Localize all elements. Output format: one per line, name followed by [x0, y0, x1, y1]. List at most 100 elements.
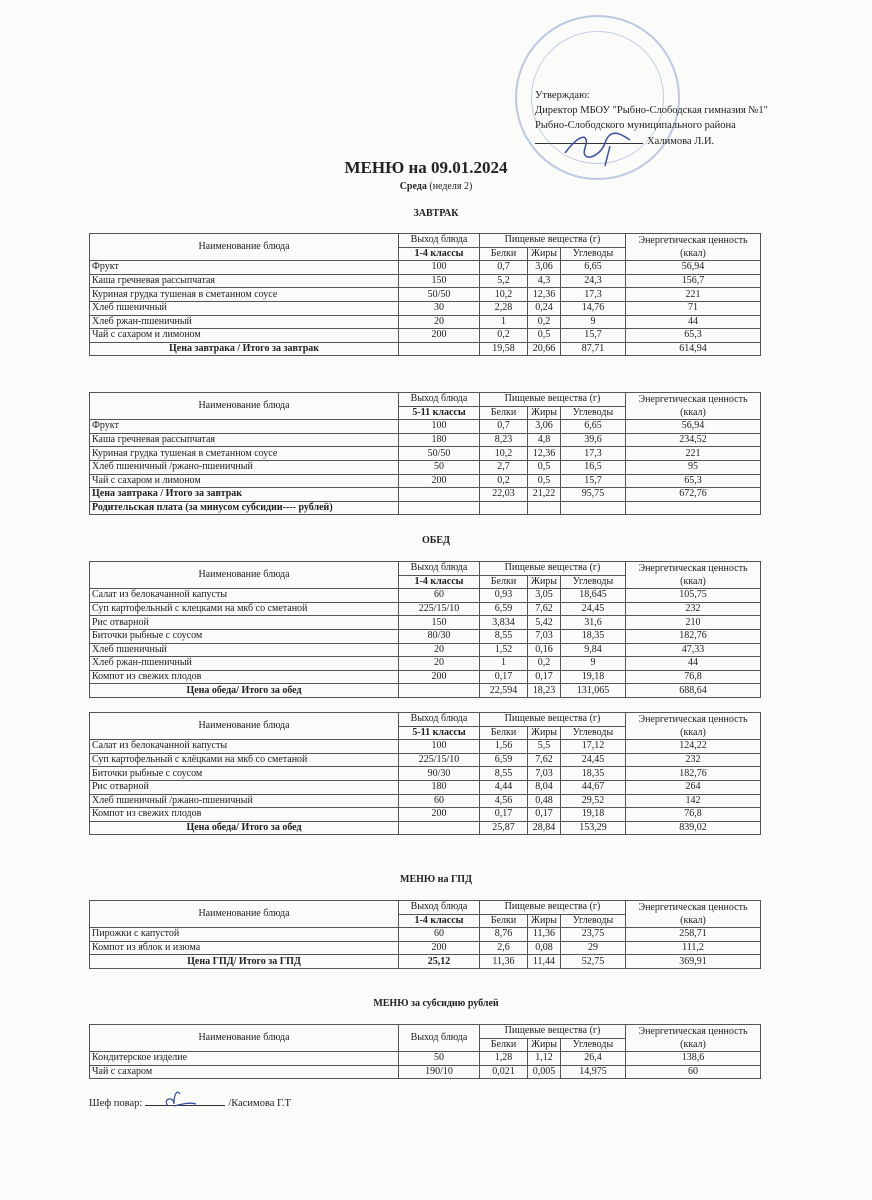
- cell-yield: 50/50: [398, 446, 480, 461]
- table-row: Хлеб пшеничный /ржано-пшеничный 50 2,7 0,5 1…: [89, 459, 761, 475]
- cell-energy: 111,2: [625, 940, 761, 956]
- table-row: Суп картофельный с клёцками на мкб со см…: [89, 752, 761, 768]
- cell-name: Хлеб пшеничный /ржано-пшеничный: [89, 459, 399, 475]
- header-protein: Белки: [479, 405, 528, 421]
- parent-fee-energy: [625, 500, 761, 516]
- header-class-group: 5-11 классы: [398, 725, 480, 741]
- total-protein: 11,36: [479, 954, 528, 969]
- cell-fat: 5,5: [527, 739, 561, 754]
- parent-fee-name: Родительская плата (за минусом субсидии-…: [89, 500, 399, 516]
- total-name: Цена обеда/ Итого за обед: [89, 820, 399, 836]
- table-row: Каша гречневая рассыпчатая 180 8,23 4,8 39,6…: [89, 432, 761, 448]
- chef-name: /Касимова Г.Т: [228, 1098, 291, 1109]
- cell-fat: 0,5: [527, 473, 561, 489]
- cell-name: Компот из яблок и изюма: [89, 940, 399, 956]
- cell-carbs: 9: [560, 656, 626, 671]
- cell-yield: 100: [398, 419, 480, 434]
- cell-carbs: 18,35: [560, 628, 626, 644]
- cell-energy: 65,3: [625, 473, 761, 489]
- cell-energy: 232: [625, 601, 761, 617]
- header-fat: Жиры: [527, 725, 561, 741]
- header-yield: Выход блюда: [398, 712, 480, 727]
- cell-name: Чай с сахаром и лимоном: [89, 328, 399, 343]
- total-row: Цена ГПД/ Итого за ГПД 25,12 11,36 11,44 52,…: [89, 954, 761, 969]
- cell-protein: 6,59: [479, 752, 528, 768]
- cell-energy: 138,6: [625, 1051, 761, 1066]
- cell-name: Фрукт: [89, 260, 399, 275]
- cell-energy: 232: [625, 752, 761, 768]
- header-yield: Выход блюда: [398, 561, 480, 576]
- cell-protein: 0,93: [479, 588, 528, 603]
- cell-energy: 264: [625, 779, 761, 795]
- cell-protein: 1,52: [479, 642, 528, 658]
- cell-carbs: 19,18: [560, 807, 626, 822]
- cell-carbs: 18,645: [560, 588, 626, 603]
- header-yield: Выход блюда: [398, 1023, 480, 1053]
- table-row: Каша гречневая рассыпчатая 150 5,2 4,3 24,3 1…: [89, 273, 761, 289]
- header-energy: Энергетическая ценность (ккал): [625, 391, 761, 421]
- table-row: Компот из свежих плодов 200 0,17 0,17 19,18 7…: [89, 669, 761, 685]
- table-row: Суп картофельный с клецками на мкб со см…: [89, 601, 761, 617]
- cell-yield: 20: [398, 656, 480, 671]
- cell-fat: 7,03: [527, 766, 561, 781]
- cell-yield: 200: [398, 669, 480, 685]
- header-nutrients: Пищевые вещества (г): [479, 561, 626, 576]
- table-row: Рис отварной 150 3,834 5,42 31,6 210: [89, 615, 761, 630]
- cell-energy: 156,7: [625, 273, 761, 289]
- cell-yield: 20: [398, 314, 480, 330]
- header-fat: Жиры: [527, 574, 561, 590]
- total-energy: 688,64: [625, 683, 761, 698]
- cell-energy: 44: [625, 656, 761, 671]
- cell-carbs: 18,35: [560, 766, 626, 781]
- total-protein: 25,87: [479, 820, 528, 836]
- cell-carbs: 16,5: [560, 459, 626, 475]
- cell-name: Чай с сахаром: [89, 1064, 399, 1080]
- header-protein: Белки: [479, 725, 528, 741]
- cell-energy: 142: [625, 793, 761, 809]
- total-protein: 19,58: [479, 341, 528, 357]
- table-row: Биточки рыбные с соусом 90/30 8,55 7,03 18,3…: [89, 766, 761, 781]
- cell-yield: 30: [398, 300, 480, 316]
- table-row: Чай с сахаром и лимоном 200 0,2 0,5 15,7 65,3: [89, 473, 761, 489]
- header-protein: Белки: [479, 913, 528, 929]
- header-dish-name: Наименование блюда: [89, 1023, 399, 1053]
- cell-yield: 200: [398, 807, 480, 822]
- cell-fat: 0,08: [527, 940, 561, 956]
- cell-yield: 200: [398, 328, 480, 343]
- cell-fat: 12,36: [527, 446, 561, 461]
- cell-fat: 5,42: [527, 615, 561, 630]
- table-row: Салат из белокачанной капусты 60 0,93 3,05 1…: [89, 588, 761, 603]
- official-stamp: [515, 15, 680, 180]
- section-breakfast: ЗАВТРАК: [413, 208, 459, 219]
- cell-yield: 225/15/10: [398, 752, 480, 768]
- cell-yield: 225/15/10: [398, 601, 480, 617]
- cell-carbs: 24,45: [560, 752, 626, 768]
- cell-yield: 80/30: [398, 628, 480, 644]
- cell-yield: 150: [398, 615, 480, 630]
- cell-protein: 1,28: [479, 1051, 528, 1066]
- total-fat: 20,66: [527, 341, 561, 357]
- chef-signature-line: [145, 1095, 226, 1106]
- header-carbs: Углеводы: [560, 574, 626, 590]
- approval-heading: Утверждаю:: [535, 90, 590, 101]
- cell-carbs: 15,7: [560, 328, 626, 343]
- cell-yield: 20: [398, 642, 480, 658]
- cell-protein: 4,44: [479, 779, 528, 795]
- header-dish-name: Наименование блюда: [89, 560, 399, 590]
- header-dish-name: Наименование блюда: [89, 391, 399, 421]
- cell-yield: 60: [398, 793, 480, 809]
- approval-block: Утверждаю: Директор МБОУ "Рыбно-Слободск…: [535, 88, 768, 149]
- cell-fat: 0,24: [527, 300, 561, 316]
- week-number: (неделя 2): [429, 181, 473, 192]
- cell-fat: 7,62: [527, 601, 561, 617]
- cell-energy: 60: [625, 1064, 761, 1080]
- cell-carbs: 15,7: [560, 473, 626, 489]
- total-protein: 22,03: [479, 487, 528, 502]
- total-carbs: 153,29: [560, 820, 626, 836]
- cell-protein: 4,56: [479, 793, 528, 809]
- cell-carbs: 9,84: [560, 642, 626, 658]
- table-row: Фрукт 100 0,7 3,06 6,65 56,94: [89, 260, 761, 275]
- cell-energy: 44: [625, 314, 761, 330]
- total-name: Цена ГПД/ Итого за ГПД: [89, 954, 399, 969]
- header-yield: Выход блюда: [398, 900, 480, 915]
